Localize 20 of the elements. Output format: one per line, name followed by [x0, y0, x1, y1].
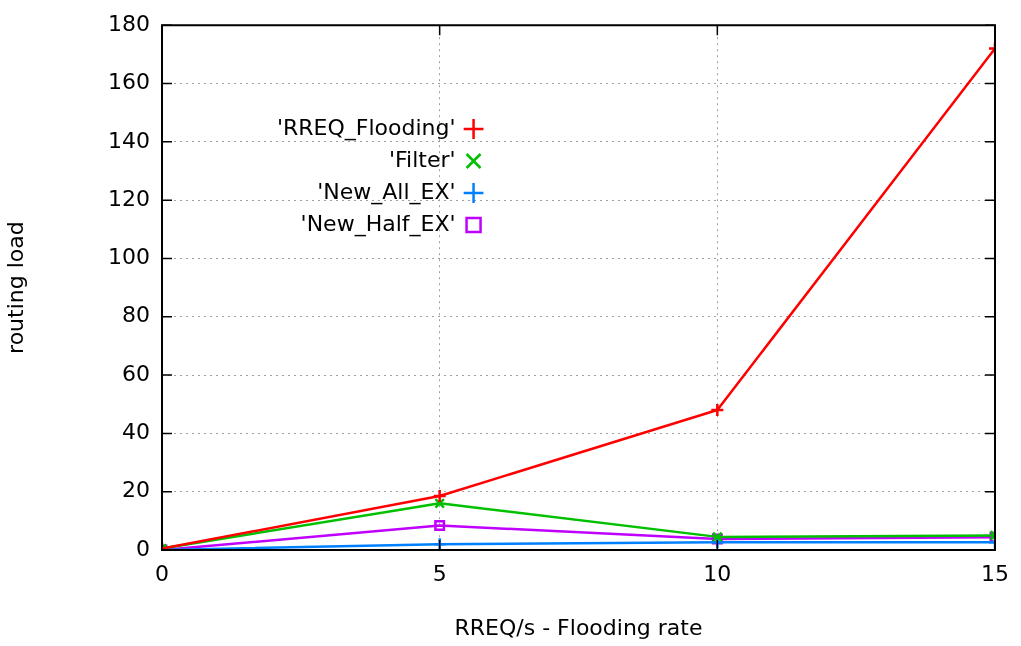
y-tick-label: 180: [108, 10, 150, 36]
y-tick-label: 100: [108, 244, 150, 270]
y-axis-title: routing load: [2, 221, 28, 354]
x-axis-title: RREQ/s - Flooding rate: [454, 614, 703, 640]
y-tick-label: 60: [122, 360, 150, 386]
y-tick-label: 80: [122, 302, 150, 328]
x-tick-label: 15: [981, 560, 1009, 586]
x-tick-label: 10: [703, 560, 732, 586]
y-tick-label: 20: [122, 477, 150, 503]
legend-label: 'New_Half_EX': [300, 210, 456, 237]
legend-label: 'RREQ_Flooding': [276, 114, 456, 141]
y-tick-label: 120: [108, 185, 150, 211]
y-tick-label: 0: [136, 535, 150, 561]
legend-label: 'New_All_EX': [317, 178, 456, 205]
x-tick-label: 0: [155, 560, 169, 586]
y-tick-label: 140: [108, 127, 150, 153]
y-tick-label: 160: [108, 69, 150, 95]
y-tick-label: 40: [122, 419, 150, 445]
x-tick-label: 5: [432, 560, 447, 586]
legend-label: 'Filter': [388, 146, 456, 172]
